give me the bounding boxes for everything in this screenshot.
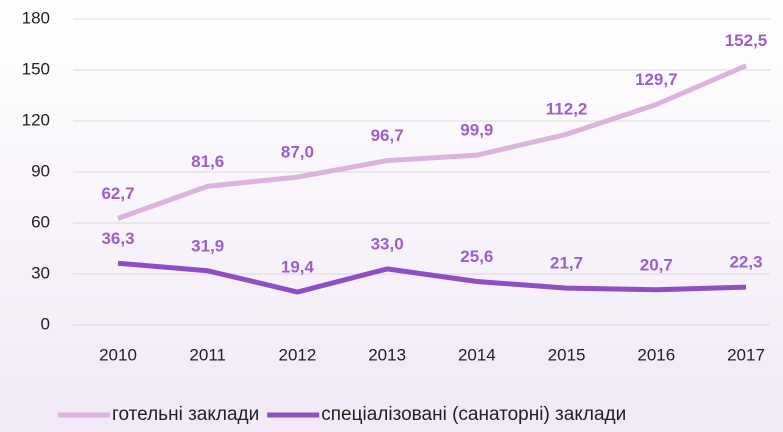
legend-label: спеціалізовані (санаторні) заклади xyxy=(321,404,626,425)
data-label: 31,9 xyxy=(191,236,224,255)
y-tick-label: 180 xyxy=(22,8,50,27)
series-line xyxy=(117,260,747,295)
x-tick-label: 2012 xyxy=(279,345,317,364)
y-tick-label: 120 xyxy=(22,110,50,129)
data-label: 25,6 xyxy=(460,247,493,266)
y-tick-label: 0 xyxy=(41,314,50,333)
data-label: 87,0 xyxy=(281,143,314,162)
data-label: 99,9 xyxy=(460,121,493,140)
data-label: 152,5 xyxy=(725,31,768,50)
data-label: 112,2 xyxy=(546,100,588,119)
data-label: 22,3 xyxy=(729,253,762,272)
data-label: 21,7 xyxy=(550,254,583,273)
y-tick-label: 30 xyxy=(31,263,50,282)
legend-label: готельні заклади xyxy=(112,404,259,425)
x-tick-label: 2011 xyxy=(189,345,226,364)
x-tick-label: 2010 xyxy=(99,345,137,364)
x-tick-label: 2017 xyxy=(727,345,765,364)
series-line xyxy=(117,63,747,221)
x-tick-label: 2014 xyxy=(458,345,496,364)
data-label: 36,3 xyxy=(101,229,134,248)
data-label: 129,7 xyxy=(635,70,678,89)
x-tick-label: 2013 xyxy=(368,345,406,364)
data-label: 33,0 xyxy=(371,234,404,253)
y-tick-label: 90 xyxy=(31,161,50,180)
data-label: 19,4 xyxy=(281,258,315,277)
y-tick-label: 150 xyxy=(22,59,50,78)
y-tick-label: 60 xyxy=(31,212,50,231)
data-label: 81,6 xyxy=(191,152,224,171)
x-tick-label: 2015 xyxy=(548,345,586,364)
data-label: 96,7 xyxy=(371,126,404,145)
x-tick-label: 2016 xyxy=(637,345,675,364)
data-label: 20,7 xyxy=(640,255,673,274)
data-label: 62,7 xyxy=(101,184,134,203)
